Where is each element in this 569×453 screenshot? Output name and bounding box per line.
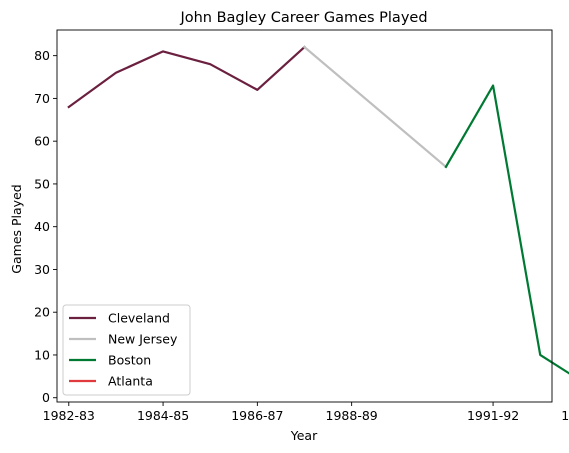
y-tick-label: 70 xyxy=(34,91,50,106)
legend-label: Atlanta xyxy=(108,374,153,389)
x-tick-label: 1993-94 xyxy=(561,408,569,423)
series-line-new-jersey xyxy=(302,45,448,169)
plot-area: 0 10 20 30 40 50 60 70 80 1982-83 1984-85 1986-87 19… xyxy=(34,29,569,423)
x-tick-label: 1984-85 xyxy=(137,408,189,423)
y-axis-label: Games Played xyxy=(9,184,24,273)
legend-label: Boston xyxy=(108,353,151,368)
legend-label: New Jersey xyxy=(108,332,178,347)
series-line-cleveland xyxy=(67,45,307,109)
y-tick-label: 10 xyxy=(34,347,50,362)
x-tick-label: 1986-87 xyxy=(231,408,283,423)
y-tick-label: 40 xyxy=(34,219,50,234)
series-line-boston xyxy=(444,84,569,375)
legend-label: Cleveland xyxy=(108,311,170,326)
legend: Cleveland New Jersey Boston Atlanta xyxy=(62,304,191,396)
y-tick-label: 0 xyxy=(42,390,50,405)
chart-title: John Bagley Career Games Played xyxy=(179,10,427,26)
y-tick-label: 80 xyxy=(34,48,50,63)
x-tick-label: 1991-92 xyxy=(467,408,519,423)
y-tick-label: 20 xyxy=(34,305,50,320)
x-tick-label: 1988-89 xyxy=(326,408,378,423)
plot-frame xyxy=(56,29,553,403)
legend-box xyxy=(62,304,191,396)
y-tick-label: 50 xyxy=(34,176,50,191)
x-axis-label: Year xyxy=(290,428,318,443)
x-tick-label: 1982-83 xyxy=(43,408,95,423)
y-tick-label: 30 xyxy=(34,262,50,277)
y-tick-label: 60 xyxy=(34,134,50,149)
